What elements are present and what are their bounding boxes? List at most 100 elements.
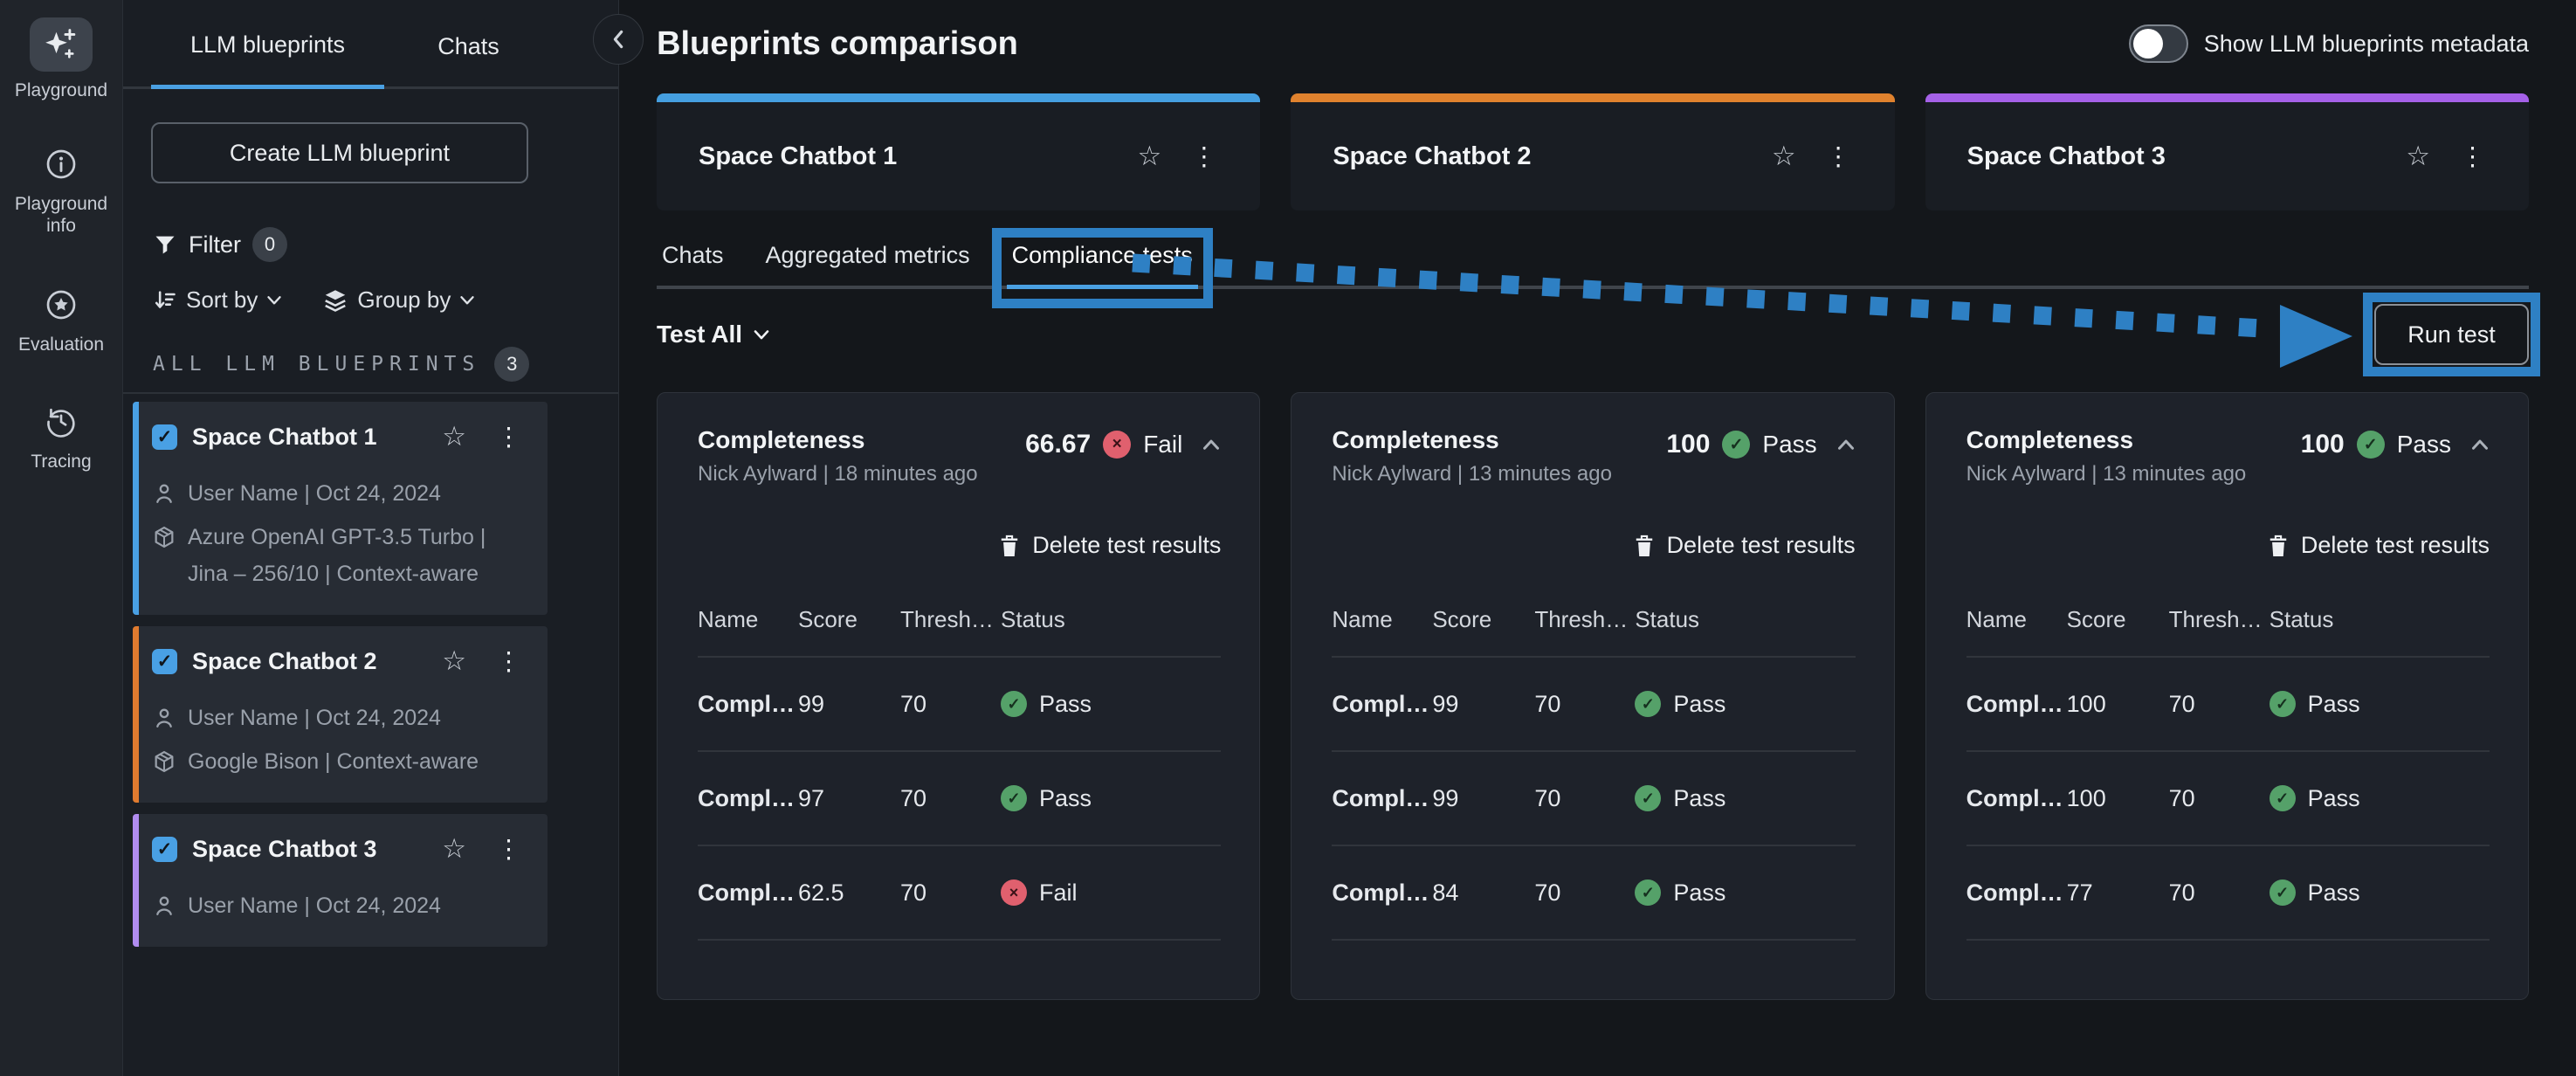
user-icon [152,700,178,736]
kebab-menu-icon[interactable]: ⋮ [496,835,521,864]
fail-badge-icon: × [1103,431,1132,459]
star-icon[interactable]: ☆ [1771,141,1796,171]
column-headers: Space Chatbot 1 ☆ ⋮ Space Chatbot 2 ☆ ⋮ … [657,93,2529,210]
overall-status: Pass [1762,431,1817,458]
history-icon [44,404,79,439]
table-row[interactable]: Compl… 99 70 ✓ Pass [1332,750,1856,845]
delete-label: Delete test results [1666,532,1856,558]
star-icon[interactable]: ☆ [442,421,466,452]
tab-compliance-tests[interactable]: Compliance tests [991,228,1213,308]
cell-name: Compl… [1332,750,1433,845]
overall-score: 66.67 [1025,430,1092,459]
sort-by-dropdown[interactable]: Sort by [153,286,282,314]
chevron-down-icon [266,294,282,306]
tab-chats[interactable]: Chats [662,242,724,268]
table-row[interactable]: Compl… 100 70 ✓ Pass [1966,750,2490,845]
delete-test-results-button[interactable]: Delete test results [1332,532,1856,559]
blueprint-checkbox[interactable]: ✓ [152,424,177,450]
star-icon[interactable]: ☆ [442,833,466,864]
column-title: Space Chatbot 3 [1966,141,2166,170]
chevron-up-icon[interactable] [1836,438,1856,452]
blueprint-checkbox[interactable]: ✓ [152,836,177,862]
create-llm-blueprint-button[interactable]: Create LLM blueprint [151,122,528,183]
blueprint-card-space-chatbot-1[interactable]: ✓ Space Chatbot 1 ☆ ⋮ User Name | Oct 24… [133,402,548,615]
tab-chats[interactable]: Chats [437,33,499,59]
page-title: Blueprints comparison [657,24,1018,62]
metadata-toggle[interactable] [2128,24,2188,63]
kebab-menu-icon[interactable]: ⋮ [1191,142,1217,171]
delete-test-results-button[interactable]: Delete test results [698,532,1221,559]
sidebar-collapse-button[interactable] [593,14,644,65]
kebab-menu-icon[interactable]: ⋮ [1825,142,1851,171]
chevron-down-icon [459,294,475,306]
cell-status: ✓ Pass [1001,750,1222,845]
cell-score: 99 [1432,750,1535,845]
run-test-button[interactable]: Run test [2374,304,2529,365]
rail-label: Playground [14,80,108,100]
col-header-status: Status [2269,606,2334,632]
chevron-left-icon [610,30,627,49]
status-text: Pass [2307,879,2360,906]
blueprint-name: Space Chatbot 1 [192,423,377,450]
status-text: Pass [1673,690,1726,717]
kebab-menu-icon[interactable]: ⋮ [496,423,521,452]
chevron-down-icon [753,328,770,341]
result-card-space-chatbot-3: Completeness Nick Aylward | 13 minutes a… [1925,392,2529,1000]
rail-item-evaluation[interactable]: Evaluation [18,284,104,355]
kebab-menu-icon[interactable]: ⋮ [2459,142,2485,171]
delete-label: Delete test results [2300,532,2490,558]
delete-test-results-button[interactable]: Delete test results [1966,532,2490,559]
metric-author: Nick Aylward | 13 minutes ago [1966,462,2247,486]
funnel-icon [153,232,177,257]
pass-badge-icon: ✓ [1635,879,1662,906]
star-icon[interactable]: ☆ [1137,141,1162,171]
cell-score: 77 [2066,845,2169,940]
overall-status: Pass [2396,431,2451,458]
kebab-menu-icon[interactable]: ⋮ [496,647,521,676]
table-row[interactable]: Compl… 84 70 ✓ Pass [1332,845,1856,940]
overall-score: 100 [1666,430,1711,459]
table-row[interactable]: Compl… 100 70 ✓ Pass [1966,656,2490,751]
overall-score: 100 [2300,430,2345,459]
metric-author: Nick Aylward | 18 minutes ago [698,462,978,486]
table-row[interactable]: Compl… 62.5 70 × Fail [698,845,1222,940]
filter-control[interactable]: Filter 0 [153,227,618,262]
annotation-highlight-box [991,228,1213,308]
blueprint-checkbox[interactable]: ✓ [152,648,177,674]
blueprint-card-space-chatbot-2[interactable]: ✓ Space Chatbot 2 ☆ ⋮ User Name | Oct 24… [133,626,548,803]
blueprint-card-space-chatbot-3[interactable]: ✓ Space Chatbot 3 ☆ ⋮ User Name | Oct 24… [133,814,548,947]
rail-item-playground-info[interactable]: Playground info [4,143,118,237]
blueprint-user-text: User Name | Oct 24, 2024 [188,893,441,918]
rail-label: Evaluation [17,335,105,355]
results-table: Name Score Thresh… Status Compl… 100 70 [1966,606,2490,942]
tab-aggregated-metrics[interactable]: Aggregated metrics [765,242,970,268]
chevron-up-icon[interactable] [1202,438,1221,452]
cell-status: ✓ Pass [2269,656,2490,751]
status-text: Pass [1039,784,1092,811]
cell-threshold: 70 [2168,656,2269,751]
table-row[interactable]: Compl… 99 70 ✓ Pass [698,656,1222,751]
cell-threshold: 70 [900,845,1001,940]
chevron-up-icon[interactable] [2470,438,2490,452]
table-row[interactable]: Compl… 99 70 ✓ Pass [1332,656,1856,751]
rail-item-tracing[interactable]: Tracing [30,401,93,472]
star-icon[interactable]: ☆ [442,645,466,676]
table-row[interactable]: Compl… 97 70 ✓ Pass [698,750,1222,845]
rail-item-playground[interactable]: Playground [15,17,107,101]
pass-badge-icon: ✓ [1635,785,1662,811]
col-header-status: Status [1001,606,1065,632]
star-icon[interactable]: ☆ [2406,141,2430,171]
blueprint-name: Space Chatbot 2 [192,647,377,674]
delete-label: Delete test results [1032,532,1222,558]
accent-bar [133,402,139,615]
result-card-space-chatbot-1: Completeness Nick Aylward | 18 minutes a… [657,392,1261,1000]
blueprint-meta-user: User Name | Oct 24, 2024 [152,475,527,512]
tab-llm-blueprints[interactable]: LLM blueprints [151,31,384,89]
table-row[interactable]: Compl… 77 70 ✓ Pass [1966,845,2490,940]
cube-icon [152,743,178,780]
results-table: Name Score Thresh… Status Compl… 99 70 [1332,606,1856,942]
test-all-dropdown[interactable]: Test All [657,321,770,348]
group-by-dropdown[interactable]: Group by [322,286,475,314]
sparkles-icon [42,25,80,64]
status-text: Pass [2307,784,2360,811]
